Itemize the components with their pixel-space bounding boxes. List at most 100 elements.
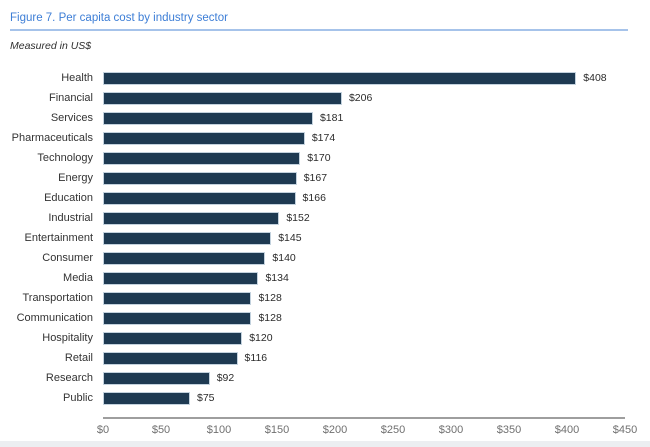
bar-row: Health $408 xyxy=(0,68,650,88)
bar xyxy=(103,211,280,225)
bar xyxy=(103,371,210,385)
category-label: Education xyxy=(44,192,93,204)
bar-track: $166 xyxy=(103,191,625,205)
value-label: $166 xyxy=(302,192,326,204)
category-label: Technology xyxy=(37,152,93,164)
bar-row: Consumer $140 xyxy=(0,248,650,268)
bar xyxy=(103,91,342,105)
bar-track: $167 xyxy=(103,171,625,185)
bar xyxy=(103,271,259,285)
bar-track: $181 xyxy=(103,111,625,125)
bar-row: Industrial $152 xyxy=(0,208,650,228)
x-tick-label: $50 xyxy=(151,424,171,436)
bar xyxy=(103,331,243,345)
bar-track: $408 xyxy=(103,71,625,85)
value-label: $152 xyxy=(286,212,310,224)
value-label: $174 xyxy=(311,132,336,144)
category-label: Media xyxy=(63,272,93,284)
bar-row: Technology $170 xyxy=(0,148,650,168)
x-axis-ticks: $0 $50 $100 $150 $200 $250 $300 $350 $400 $450 xyxy=(97,419,637,437)
x-tick-label: $200 xyxy=(322,424,348,436)
value-label: $206 xyxy=(348,92,373,104)
x-tick-label: $450 xyxy=(612,424,638,436)
category-label: Transportation xyxy=(22,292,93,304)
bar-track: $206 xyxy=(103,91,625,105)
x-axis-line xyxy=(103,417,625,419)
category-label: Research xyxy=(45,372,93,384)
value-label: $92 xyxy=(216,372,235,384)
value-label: $128 xyxy=(258,312,282,324)
category-label: Health xyxy=(61,72,93,84)
value-label: $167 xyxy=(303,172,328,184)
bar xyxy=(103,251,266,265)
chart-subtitle: Measured in US$ xyxy=(10,40,92,52)
bar xyxy=(103,391,190,405)
x-tick-label: $250 xyxy=(380,424,406,436)
value-label: $120 xyxy=(249,332,273,344)
bar-row: Education $166 xyxy=(0,188,650,208)
bar-track: $116 xyxy=(103,351,625,365)
value-label: $181 xyxy=(319,112,344,124)
category-label: Services xyxy=(50,112,93,124)
category-label: Industrial xyxy=(48,212,93,224)
bar-row: Energy $167 xyxy=(0,168,650,188)
bar-row: Public $75 xyxy=(0,388,650,408)
value-label: $408 xyxy=(583,72,607,84)
category-label: Hospitality xyxy=(42,332,93,344)
bar xyxy=(103,171,297,185)
bar-track: $92 xyxy=(103,371,625,385)
bar-chart: Health $408 Financial $206 Services $181 Pharm… xyxy=(0,68,650,437)
x-tick-label: $300 xyxy=(438,424,464,436)
bar-row: Pharmaceuticals $174 xyxy=(0,128,650,148)
x-tick-label: $150 xyxy=(264,424,290,436)
value-label: $75 xyxy=(197,392,215,404)
bar xyxy=(103,311,252,325)
bar-row: Research $92 xyxy=(0,368,650,388)
category-label: Energy xyxy=(58,172,93,184)
bar xyxy=(103,111,313,125)
value-label: $170 xyxy=(307,152,331,164)
bottom-edge-strip xyxy=(0,441,650,447)
category-label: Public xyxy=(63,392,93,404)
category-label: Retail xyxy=(64,352,93,364)
x-tick-label: $400 xyxy=(554,424,580,436)
bar-row: Services $181 xyxy=(0,108,650,128)
bar-row: Transportation $128 xyxy=(0,288,650,308)
bar-row: Media $134 xyxy=(0,268,650,288)
bar-track: $140 xyxy=(103,251,625,265)
bar-track: $75 xyxy=(103,391,625,405)
value-label: $140 xyxy=(272,252,296,264)
bar xyxy=(103,71,577,85)
bar-row: Communication $128 xyxy=(0,308,650,328)
bar-rows: Health $408 Financial $206 Services $181 Pharm… xyxy=(0,68,650,408)
bar-track: $174 xyxy=(103,131,625,145)
category-label: Pharmaceuticals xyxy=(11,132,93,144)
chart-title: Figure 7. Per capita cost by industry se… xyxy=(10,12,628,31)
bar xyxy=(103,231,272,245)
category-label: Financial xyxy=(48,92,93,104)
bar-track: $120 xyxy=(103,331,625,345)
bar xyxy=(103,191,296,205)
bar-row: Hospitality $120 xyxy=(0,328,650,348)
bar-row: Retail $116 xyxy=(0,348,650,368)
bar-track: $170 xyxy=(103,151,625,165)
category-label: Entertainment xyxy=(24,232,93,244)
x-tick-label: $100 xyxy=(206,424,232,436)
bar-row: Entertainment $145 xyxy=(0,228,650,248)
x-tick-label: $350 xyxy=(496,424,522,436)
value-label: $145 xyxy=(278,232,302,244)
bar xyxy=(103,131,305,145)
bar-track: $128 xyxy=(103,291,625,305)
bar-track: $145 xyxy=(103,231,625,245)
bar xyxy=(103,291,252,305)
value-label: $116 xyxy=(244,352,268,364)
bar-track: $128 xyxy=(103,311,625,325)
bar-row: Financial $206 xyxy=(0,88,650,108)
category-label: Consumer xyxy=(42,252,93,264)
category-label: Communication xyxy=(16,312,93,324)
bar xyxy=(103,351,238,365)
chart-header: Figure 7. Per capita cost by industry se… xyxy=(0,0,650,31)
value-label: $128 xyxy=(258,292,282,304)
bar xyxy=(103,151,301,165)
